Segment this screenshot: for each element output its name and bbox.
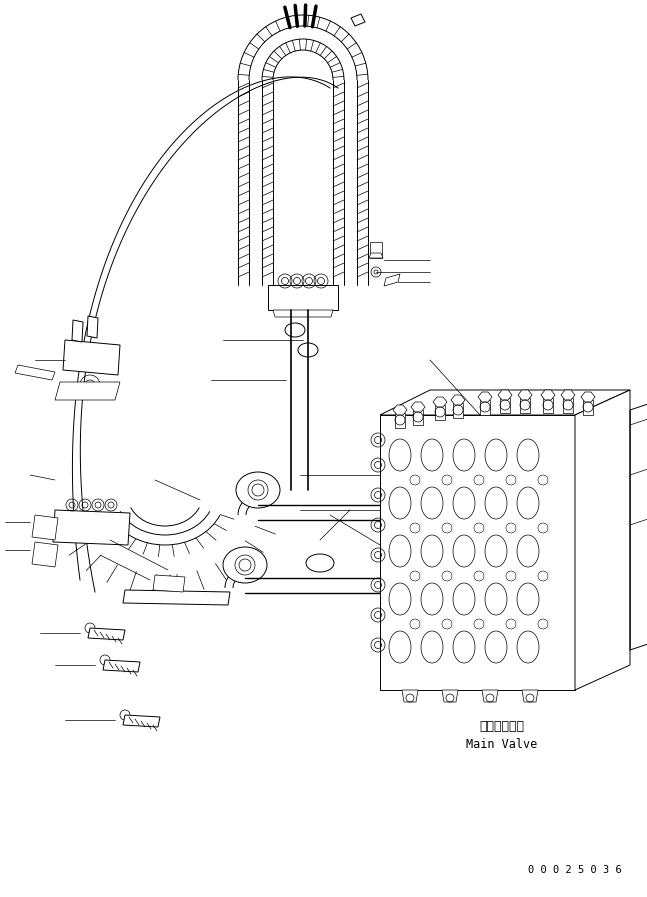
Polygon shape	[433, 397, 447, 407]
Polygon shape	[103, 660, 140, 672]
Polygon shape	[87, 316, 98, 338]
Polygon shape	[482, 690, 498, 702]
Bar	[500, 398, 510, 413]
Polygon shape	[522, 690, 538, 702]
Polygon shape	[153, 575, 185, 592]
Polygon shape	[123, 715, 160, 727]
Polygon shape	[32, 515, 58, 540]
Polygon shape	[561, 390, 575, 400]
Bar	[435, 405, 445, 420]
Polygon shape	[411, 402, 425, 412]
Polygon shape	[630, 400, 647, 650]
Bar	[520, 398, 530, 413]
Polygon shape	[451, 395, 465, 405]
Bar	[480, 400, 490, 415]
Polygon shape	[541, 390, 555, 400]
Bar	[413, 410, 423, 425]
Ellipse shape	[285, 323, 305, 337]
Polygon shape	[380, 415, 575, 690]
Polygon shape	[268, 285, 338, 310]
Bar	[395, 413, 405, 428]
Polygon shape	[369, 253, 383, 258]
Text: メインバルブ: メインバルブ	[479, 719, 525, 733]
Polygon shape	[123, 590, 230, 605]
Bar	[563, 398, 573, 413]
Bar	[453, 403, 463, 418]
Polygon shape	[273, 310, 333, 317]
Polygon shape	[32, 542, 58, 567]
Polygon shape	[402, 690, 418, 702]
Polygon shape	[53, 510, 130, 545]
Bar	[370, 242, 382, 258]
Ellipse shape	[236, 472, 280, 508]
Polygon shape	[498, 390, 512, 400]
Polygon shape	[15, 365, 55, 380]
Polygon shape	[581, 392, 595, 402]
Polygon shape	[518, 390, 532, 400]
Polygon shape	[442, 690, 458, 702]
Bar	[543, 398, 553, 413]
Text: 0 0 0 2 5 0 3 6: 0 0 0 2 5 0 3 6	[528, 865, 622, 875]
Polygon shape	[575, 390, 630, 690]
Bar	[583, 400, 593, 415]
Polygon shape	[351, 14, 365, 26]
Polygon shape	[88, 628, 125, 640]
Polygon shape	[380, 390, 630, 415]
Ellipse shape	[306, 554, 334, 572]
Polygon shape	[478, 392, 492, 402]
Ellipse shape	[223, 547, 267, 583]
Text: Main Valve: Main Valve	[466, 737, 538, 751]
Polygon shape	[393, 405, 407, 415]
Polygon shape	[55, 382, 120, 400]
Polygon shape	[63, 340, 120, 375]
Polygon shape	[384, 274, 400, 286]
Ellipse shape	[298, 343, 318, 357]
Polygon shape	[72, 320, 83, 342]
